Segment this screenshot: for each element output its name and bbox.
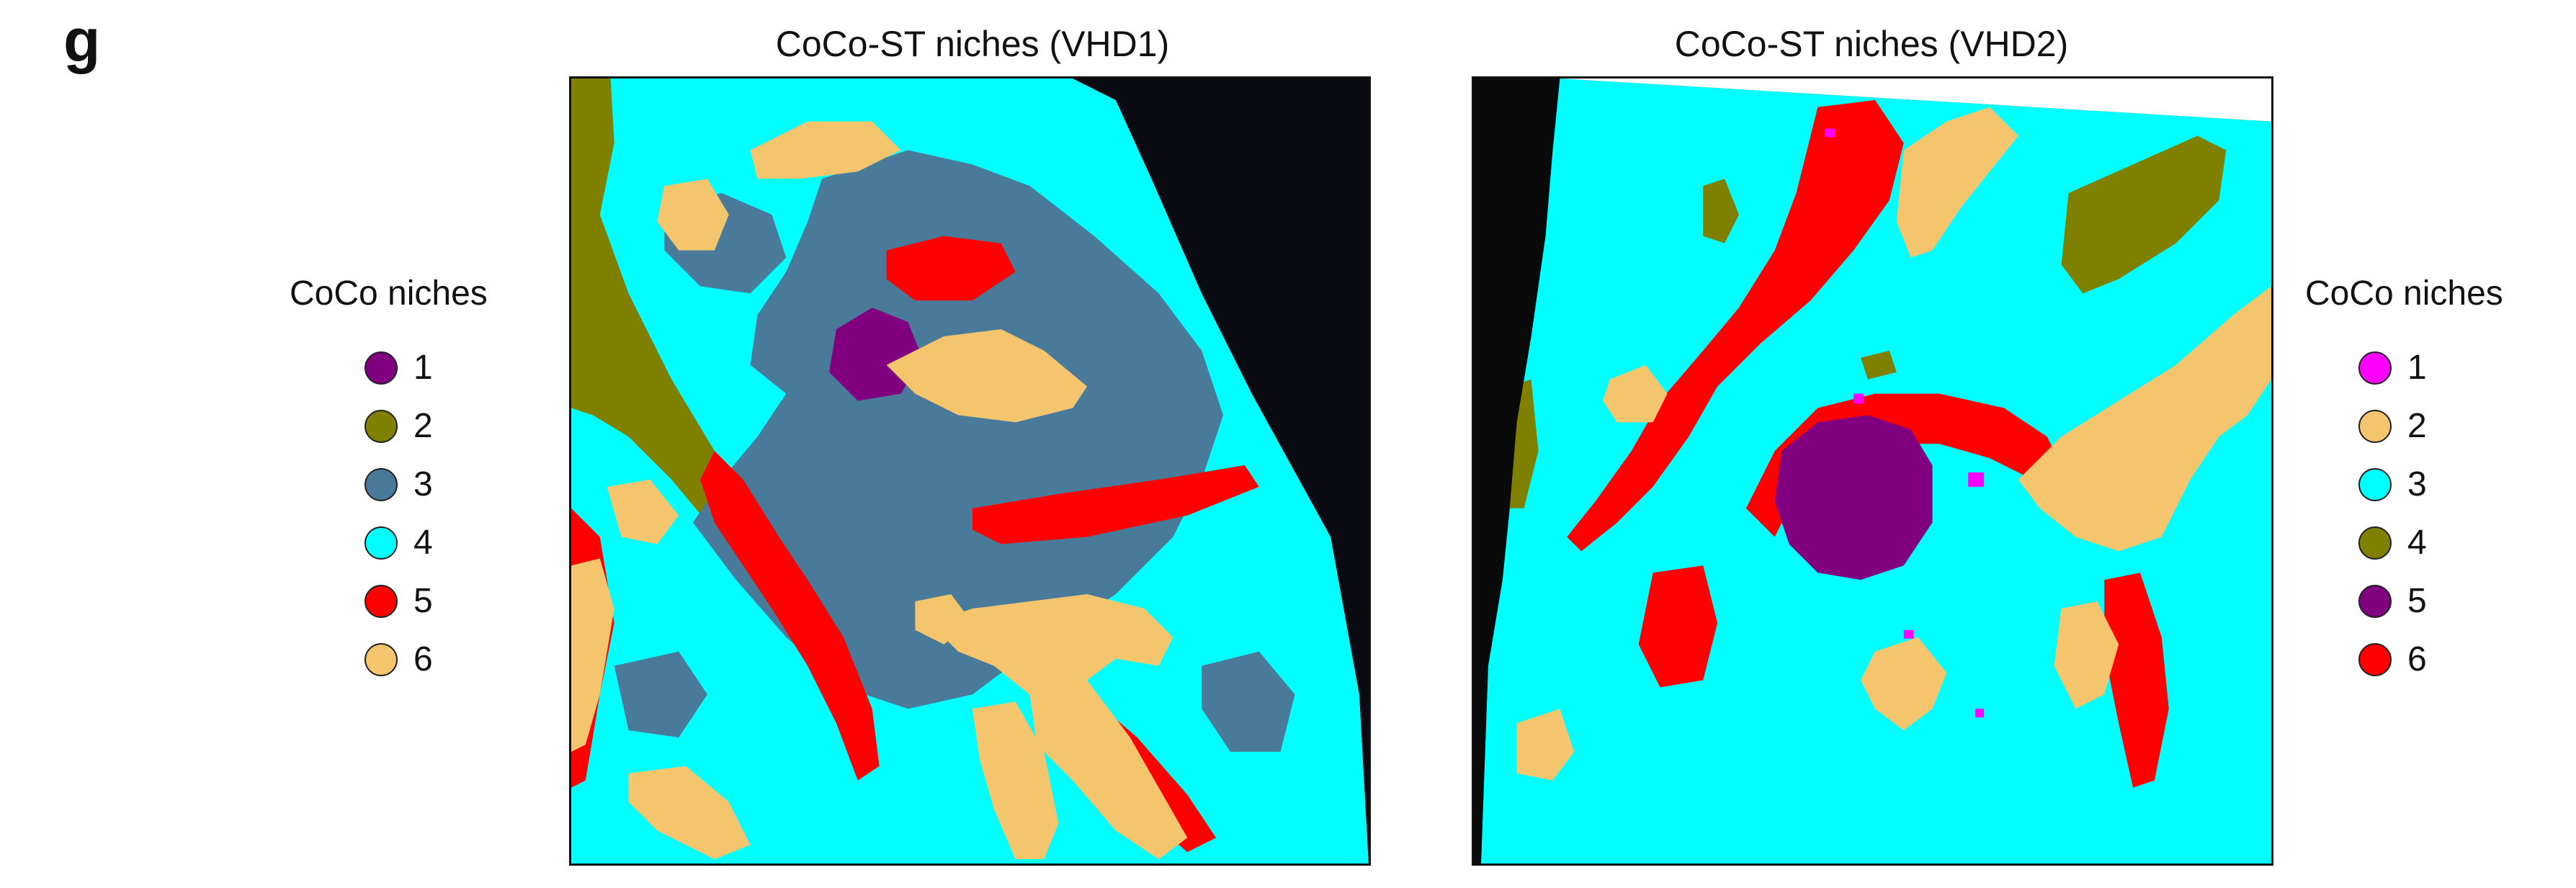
niche-map-vhd1-image	[571, 79, 1369, 864]
legend-item: 1	[290, 338, 488, 397]
niche-region-3	[1202, 651, 1295, 752]
legend-swatch	[2358, 467, 2392, 501]
niche-region-3	[693, 150, 1224, 709]
niche-region-1	[1853, 393, 1864, 404]
legend-label: 1	[2407, 348, 2427, 387]
niche-region-2	[1896, 107, 2018, 258]
legend-swatch	[2358, 526, 2392, 560]
map-title-vhd2: CoCo-ST niches (VHD2)	[1674, 24, 2069, 64]
niche-region-1	[1968, 472, 1985, 487]
legend-item: 5	[290, 572, 488, 630]
niche-region-2	[1603, 364, 1668, 423]
legend-item: 2	[290, 397, 488, 455]
legend-item: 2	[2305, 397, 2503, 455]
legend-swatch	[365, 467, 398, 501]
niche-region-6	[607, 479, 679, 544]
legend-item: 4	[2305, 513, 2503, 572]
niche-region-3	[614, 651, 707, 737]
niche-region-6	[628, 766, 751, 860]
legend-item: 3	[2305, 455, 2503, 513]
niche-region-4	[2061, 135, 2227, 294]
niche-region-6	[1638, 565, 1718, 688]
legend-swatch	[2358, 584, 2392, 618]
niche-map-vhd1	[569, 76, 1371, 866]
niche-region-6	[972, 701, 1059, 860]
legend-swatch	[365, 584, 398, 618]
niche-region-6	[2104, 573, 2169, 788]
legend-item: 4	[290, 513, 488, 572]
legend-label: 1	[413, 348, 433, 387]
niche-region-6	[750, 121, 901, 179]
niche-region-2	[1861, 637, 1947, 731]
frame-gap	[1560, 79, 2271, 122]
legend-label: 4	[2407, 523, 2427, 562]
niche-region-6	[571, 558, 614, 752]
legend-item: 3	[290, 455, 488, 513]
legend-label: 5	[2407, 581, 2427, 620]
niche-region-5	[700, 451, 880, 781]
legend-label: 6	[413, 640, 433, 678]
legend-item: 5	[2305, 572, 2503, 630]
legend-item: 6	[290, 630, 488, 689]
niche-region-4	[1703, 179, 1740, 243]
niche-region-6	[886, 329, 1088, 423]
legend-vhd1: CoCo niches 1 2 3 4 5 6	[290, 277, 488, 689]
legend-label: 6	[2407, 640, 2427, 678]
tissue-background	[1474, 79, 1560, 864]
niche-region-6	[915, 594, 972, 645]
legend-label: 4	[413, 523, 433, 562]
niche-region-4	[1861, 350, 1897, 380]
legend-title: CoCo niches	[2305, 274, 2503, 313]
legend-swatch	[365, 351, 398, 385]
legend-swatch	[2358, 351, 2392, 385]
legend-swatch	[365, 642, 398, 676]
niche-region-2	[1516, 709, 1575, 781]
panel-letter: g	[63, 6, 101, 74]
niche-region-2	[2018, 286, 2271, 552]
legend-item: 6	[2305, 630, 2503, 689]
legend-label: 2	[2407, 406, 2427, 445]
niche-map-vhd2	[1472, 76, 2273, 866]
niche-region-5	[886, 236, 1016, 301]
niche-region-5	[1774, 415, 1933, 580]
map-title-vhd1: CoCo-ST niches (VHD1)	[775, 24, 1170, 64]
legend-label: 5	[413, 581, 433, 620]
legend-swatch	[2358, 409, 2392, 443]
legend-label: 3	[2407, 465, 2427, 503]
legend-title: CoCo niches	[290, 274, 488, 313]
niche-region-6	[929, 594, 1188, 860]
legend-swatch	[2358, 642, 2392, 676]
niche-region-5	[972, 465, 1259, 544]
legend-vhd2: CoCo niches 1 2 3 4 5 6	[2305, 277, 2503, 689]
legend-item: 1	[2305, 338, 2503, 397]
tissue-background	[1073, 79, 1369, 864]
niche-region-6	[1567, 99, 1904, 552]
niche-region-1	[1975, 709, 1985, 718]
legend-label: 2	[413, 406, 433, 445]
niche-region-2	[571, 79, 743, 523]
niche-region-1	[1825, 128, 1835, 138]
niche-region-6	[657, 179, 729, 251]
niche-map-vhd2-image	[1474, 79, 2271, 864]
legend-swatch	[365, 526, 398, 560]
legend-label: 3	[413, 465, 433, 503]
legend-swatch	[365, 409, 398, 443]
niche-region-2	[2054, 601, 2119, 709]
niche-region-1	[1903, 629, 1914, 639]
